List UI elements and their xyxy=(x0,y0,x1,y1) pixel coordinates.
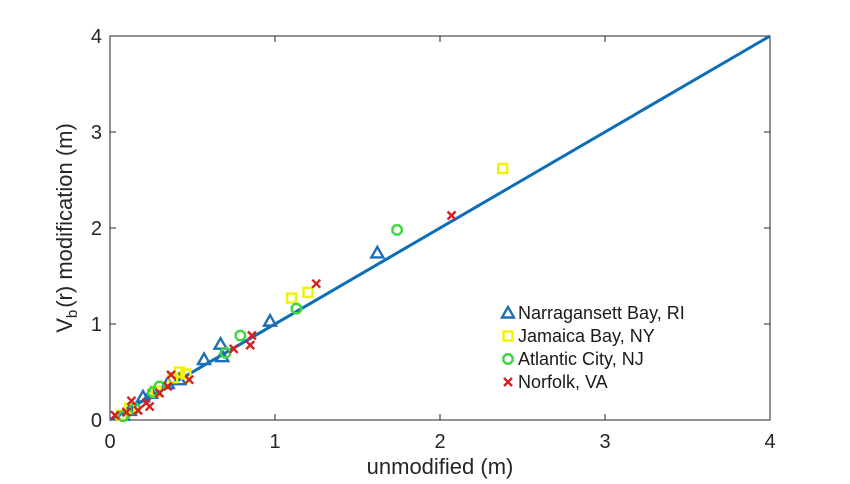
x-tick-label: 2 xyxy=(434,431,445,453)
point-narragansett-bay-ri xyxy=(195,351,213,366)
y-axis-title: Vb (r) modification (m) xyxy=(52,123,81,333)
point-norfolk-va xyxy=(126,395,137,406)
x-tick-label: 3 xyxy=(599,431,610,453)
legend-label-norfolk-va: Norfolk, VA xyxy=(518,372,608,392)
legend-marker-jamaica-bay-ny xyxy=(502,330,514,342)
y-axis-title-main: V xyxy=(52,318,77,333)
y-tick-label: 1 xyxy=(91,314,102,336)
point-jamaica-bay-ny xyxy=(180,368,192,380)
point-norfolk-va xyxy=(228,344,239,354)
point-jamaica-bay-ny xyxy=(302,286,314,299)
x-tick-label: 4 xyxy=(764,431,775,453)
x-axis-title: unmodified (m) xyxy=(367,454,514,479)
x-tick-label: 1 xyxy=(269,431,280,453)
data-points xyxy=(110,162,509,422)
point-narragansett-bay-ri xyxy=(261,312,279,327)
y-axis-title-rest: (r) modification (m) xyxy=(52,123,77,308)
legend-label-atlantic-city-nj: Atlantic City, NJ xyxy=(518,349,644,369)
point-norfolk-va xyxy=(166,370,176,380)
point-norfolk-va xyxy=(144,401,155,412)
point-norfolk-va xyxy=(110,410,120,421)
legend: Narragansett Bay, RI Jamaica Bay, NY Atlan… xyxy=(499,303,685,392)
y-tick-label: 3 xyxy=(91,122,102,144)
point-narragansett-bay-ri xyxy=(212,335,229,350)
x-tick-label: 0 xyxy=(104,431,115,453)
point-atlantic-city-nj xyxy=(290,302,303,315)
point-jamaica-bay-ny xyxy=(285,292,298,304)
legend-marker-atlantic-city-nj xyxy=(502,353,514,365)
point-atlantic-city-nj xyxy=(234,329,247,342)
point-norfolk-va xyxy=(162,381,173,392)
point-norfolk-va xyxy=(446,210,457,221)
legend-marker-narragansett-bay-ri xyxy=(499,304,517,319)
legend-label-narragansett-bay-ri: Narragansett Bay, RI xyxy=(518,303,685,323)
point-norfolk-va xyxy=(121,407,132,418)
y-tick-label: 4 xyxy=(91,26,102,48)
y-tick-label: 2 xyxy=(91,218,102,240)
point-norfolk-va xyxy=(184,374,195,385)
point-narragansett-bay-ri xyxy=(214,348,231,363)
point-narragansett-bay-ri xyxy=(369,244,386,259)
point-norfolk-va xyxy=(311,278,322,289)
point-norfolk-va xyxy=(245,340,256,350)
point-atlantic-city-nj xyxy=(219,346,232,359)
point-norfolk-va xyxy=(154,388,165,398)
y-tick-label: 0 xyxy=(91,410,102,432)
legend-marker-norfolk-va xyxy=(503,377,513,387)
point-norfolk-va xyxy=(247,330,257,341)
point-atlantic-city-nj xyxy=(391,224,403,236)
legend-label-jamaica-bay-ny: Jamaica Bay, NY xyxy=(518,326,655,346)
point-norfolk-va xyxy=(133,405,143,416)
point-jamaica-bay-ny xyxy=(497,162,509,175)
y-axis-title-subscript: b xyxy=(64,310,81,318)
axis-ticks: 0 1 2 3 4 0 1 2 3 4 xyxy=(91,26,776,453)
